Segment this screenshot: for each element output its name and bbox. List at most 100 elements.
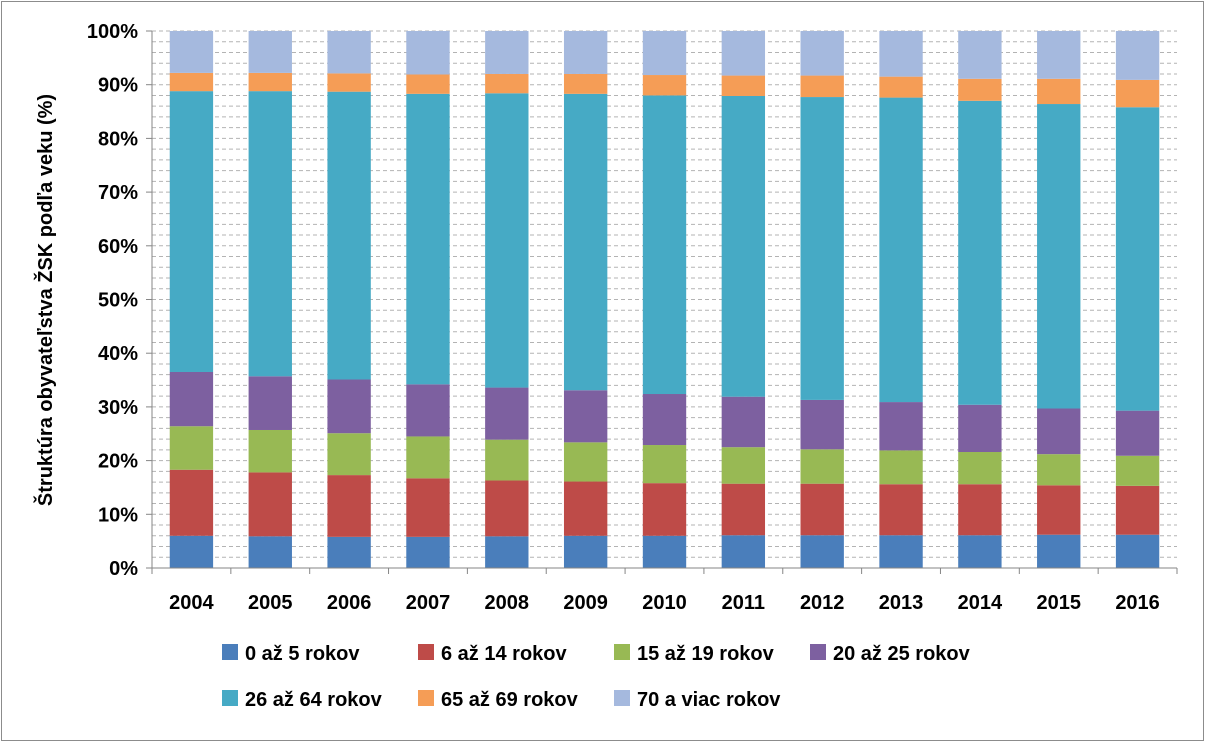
bar-segment-2004-series-1: [169, 535, 214, 568]
bar-segment-2005-series-2: [248, 472, 292, 537]
x-tick-label-2011: 2011: [722, 592, 765, 614]
bar-segment-2010-series-3: [642, 445, 687, 484]
y-tick-label: 10%: [98, 504, 138, 526]
bar-segment-2012-series-4: [800, 399, 844, 450]
legend-label: 26 až 64 rokov: [245, 689, 383, 711]
legend-item-series-2: 6 až 14 rokov: [418, 643, 568, 665]
bar-segment-2016-series-5: [1115, 107, 1160, 411]
bar-segment-2013-series-7: [879, 31, 923, 77]
bar-segment-2012-series-1: [800, 535, 844, 568]
bar-segment-2014-series-7: [958, 31, 1002, 79]
bar-segment-2015-series-7: [1037, 31, 1081, 79]
bar-segment-2010-series-6: [642, 75, 687, 96]
x-tick-label-2014: 2014: [958, 592, 1003, 614]
y-axis-title: Štruktúra obyvateľstva ŽSK podľa veku (%…: [33, 94, 57, 506]
bar-segment-2014-series-5: [958, 100, 1002, 405]
legend-swatch: [810, 644, 826, 660]
legend-swatch: [418, 690, 434, 706]
y-tick-label: 60%: [98, 236, 138, 258]
bar-segment-2006-series-1: [327, 536, 371, 568]
y-tick-label: 70%: [98, 182, 138, 204]
bar-segment-2007-series-4: [406, 384, 450, 437]
legend-label: 15 až 19 rokov: [637, 643, 775, 665]
legend-item-series-6: 65 až 69 rokov: [418, 689, 579, 711]
bar-segment-2015-series-1: [1037, 534, 1081, 568]
bar-segment-2011-series-4: [721, 396, 766, 448]
bar-segment-2011-series-7: [721, 31, 766, 76]
bar-segment-2005-series-1: [248, 536, 292, 568]
bar-segment-2016-series-1: [1115, 534, 1160, 568]
bar-segment-2007-series-6: [406, 74, 450, 94]
bar-segment-2016-series-7: [1115, 31, 1160, 80]
x-tick-label-2004: 2004: [169, 592, 214, 614]
y-tick-label: 50%: [98, 290, 138, 312]
bar-segment-2005-series-4: [248, 376, 292, 430]
axes: [146, 30, 1178, 574]
bar-segment-2004-series-6: [169, 72, 214, 92]
bar-segment-2015-series-5: [1037, 104, 1081, 409]
x-tick-label-2008: 2008: [485, 592, 530, 614]
bar-segment-2011-series-2: [721, 483, 766, 536]
bar-segment-2014-series-2: [958, 484, 1002, 536]
bar-segment-2015-series-2: [1037, 485, 1081, 535]
bar-segment-2015-series-4: [1037, 408, 1081, 455]
bar-segment-2009-series-7: [563, 31, 608, 74]
bar-segment-2016-series-4: [1115, 410, 1160, 456]
x-tick-label-2006: 2006: [327, 592, 372, 614]
legend-item-series-7: 70 a viac rokov: [614, 689, 781, 711]
bar-segment-2010-series-2: [642, 483, 687, 536]
bar-segment-2016-series-2: [1115, 485, 1160, 535]
bar-segment-2015-series-3: [1037, 454, 1081, 486]
legend-swatch: [614, 644, 630, 660]
bar-segment-2004-series-2: [169, 469, 214, 536]
bar-segment-2011-series-6: [721, 75, 766, 96]
bar-segment-2014-series-3: [958, 452, 1002, 485]
bar-segment-2011-series-5: [721, 95, 766, 397]
bar-segment-2007-series-1: [406, 536, 450, 568]
x-tick-label-2009: 2009: [563, 592, 608, 614]
bar-segment-2013-series-1: [879, 535, 923, 568]
bar-segment-2008-series-3: [485, 439, 529, 481]
bar-segment-2012-series-5: [800, 97, 844, 400]
y-tick-label: 80%: [98, 128, 138, 150]
x-tick-label-2010: 2010: [642, 592, 687, 614]
bar-segment-2012-series-3: [800, 449, 844, 484]
bar-segment-2015-series-6: [1037, 78, 1081, 105]
bar-segment-2006-series-3: [327, 433, 371, 476]
bar-segment-2008-series-2: [485, 480, 529, 537]
bar-segment-2004-series-3: [169, 426, 214, 470]
legend-label: 20 až 25 rokov: [833, 643, 971, 665]
bar-segment-2014-series-1: [958, 535, 1002, 568]
bar-segment-2009-series-3: [563, 442, 608, 482]
bar-segment-2008-series-4: [485, 387, 529, 440]
legend-swatch: [222, 690, 238, 706]
legend-swatch: [222, 644, 238, 660]
bar-segment-2010-series-4: [642, 394, 687, 446]
bar-segment-2011-series-3: [721, 447, 766, 484]
legend-label: 6 až 14 rokov: [441, 643, 568, 665]
legend: 0 až 5 rokov 6 až 14 rokov 15 až 19 rokov 2…: [222, 643, 971, 711]
legend-label: 65 až 69 rokov: [441, 689, 579, 711]
bar-segment-2009-series-1: [563, 535, 608, 568]
bar-segment-2005-series-3: [248, 429, 292, 473]
legend-item-series-5: 26 až 64 rokov: [222, 689, 383, 711]
bar-segment-2008-series-7: [485, 31, 529, 74]
legend-swatch: [418, 644, 434, 660]
x-tick-label-2015: 2015: [1036, 592, 1081, 614]
bar-segment-2005-series-7: [248, 31, 292, 73]
y-tick-label: 20%: [98, 451, 138, 473]
legend-item-series-1: 0 až 5 rokov: [222, 643, 360, 665]
bar-segment-2009-series-2: [563, 481, 608, 536]
x-tick-label-2013: 2013: [879, 592, 924, 614]
y-tick-label: 90%: [98, 75, 138, 97]
bar-segment-2010-series-7: [642, 31, 687, 76]
bar-segment-2008-series-5: [485, 93, 529, 388]
bar-segment-2009-series-4: [563, 390, 608, 443]
bars: [169, 31, 1160, 568]
bar-segment-2008-series-1: [485, 536, 529, 568]
bar-segment-2006-series-7: [327, 31, 371, 74]
legend-item-series-4: 20 až 25 rokov: [810, 643, 971, 665]
bar-segment-2016-series-6: [1115, 79, 1160, 108]
bar-segment-2016-series-3: [1115, 455, 1160, 486]
legend-label: 70 a viac rokov: [637, 689, 781, 711]
